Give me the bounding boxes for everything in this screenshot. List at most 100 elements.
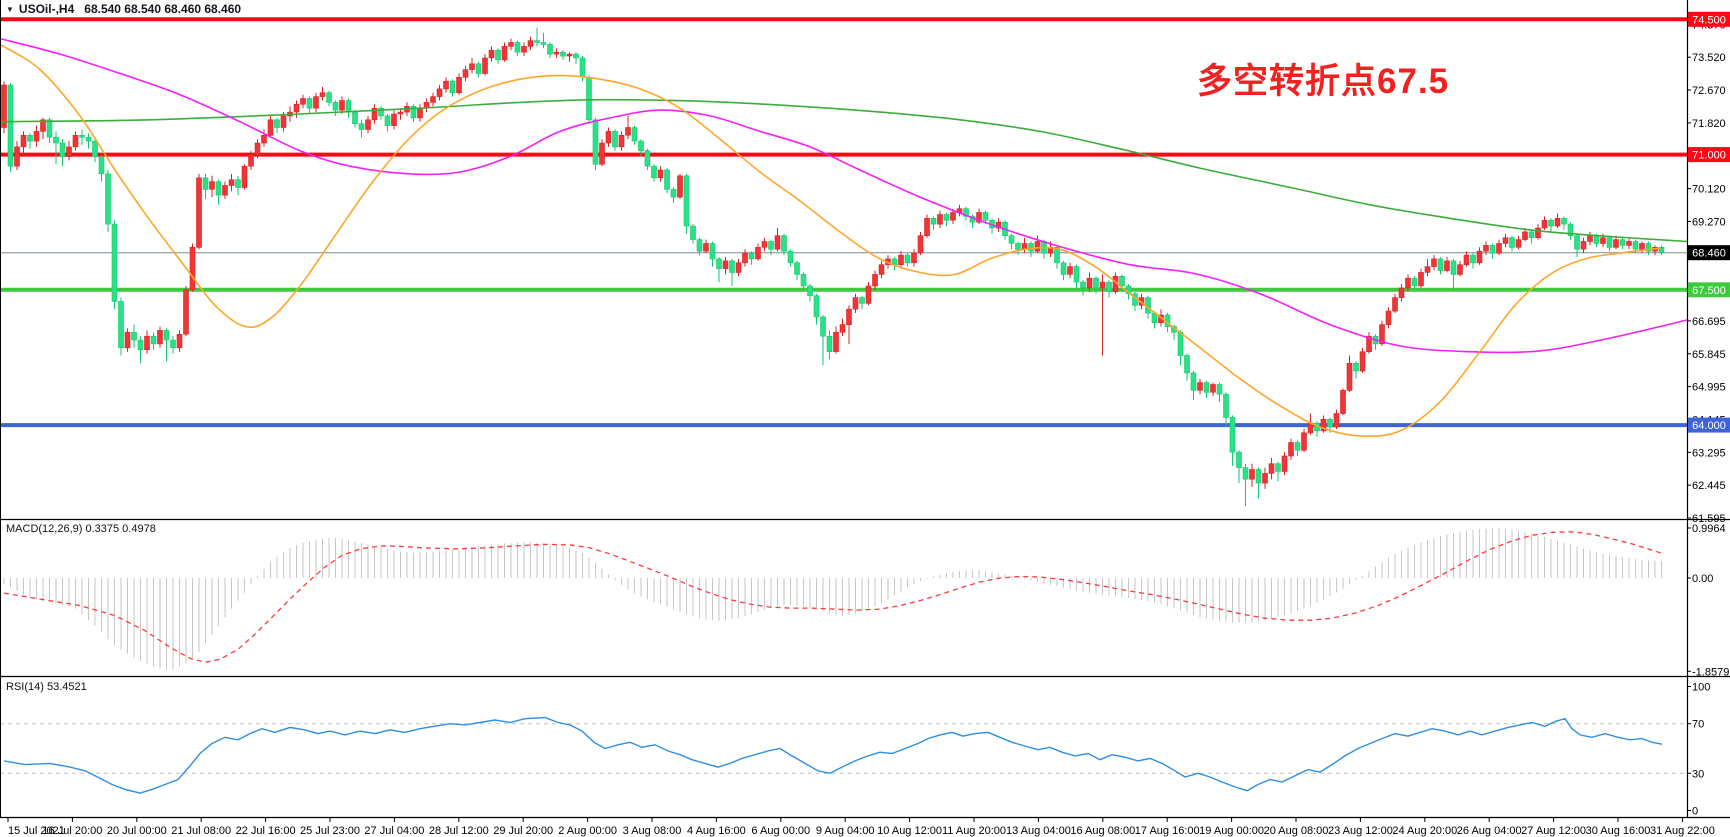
candle-body: [521, 46, 527, 53]
candle-body: [1580, 241, 1587, 250]
candle-body: [345, 100, 352, 113]
price-badge-label: 64.000: [1692, 420, 1726, 432]
candle-body: [1099, 281, 1106, 289]
time-axis-label: 17 Aug 16:00: [1135, 825, 1200, 837]
macd-indicator-label: MACD(12,26,9) 0.3375 0.4978: [6, 523, 156, 535]
candle-body: [1333, 413, 1340, 428]
candle-body: [781, 235, 787, 252]
candle-body: [358, 123, 365, 130]
candle-body: [735, 262, 742, 273]
candle-body: [1275, 463, 1281, 472]
candle-body: [462, 69, 469, 78]
price-axis[interactable]: 74.37073.52072.67071.82070.12069.27066.6…: [1687, 11, 1730, 818]
horizontal-level-lines[interactable]: [0, 17, 1687, 428]
rsi-tick-label: 0: [1692, 806, 1698, 818]
candle-body: [456, 77, 462, 94]
candle-body: [937, 214, 943, 225]
candle-body: [1262, 473, 1268, 484]
candle-body: [1210, 384, 1216, 393]
candle-body: [1418, 272, 1424, 287]
price-tick-label: 72.670: [1692, 85, 1726, 97]
price-badge-64.000: [1688, 417, 1730, 433]
chart-header: ▼ USOil-,H4 68.540 68.540 68.460 68.460: [6, 2, 241, 16]
candle-body: [1340, 389, 1346, 414]
candle-body: [1639, 243, 1645, 250]
candle-body: [1457, 264, 1463, 275]
candle-body: [677, 175, 683, 198]
candle-body: [657, 169, 664, 178]
price-tick-label: 65.845: [1692, 349, 1726, 361]
candle-body: [1106, 281, 1112, 293]
time-axis-label: 20 Jul 00:00: [107, 825, 167, 837]
candle-body: [1593, 235, 1600, 244]
candle-body: [391, 113, 397, 126]
candle-body: [163, 330, 170, 341]
candle-body: [761, 241, 768, 248]
candle-body: [1645, 243, 1652, 252]
price-badge-68.460: [1688, 245, 1730, 261]
candle-body: [1073, 266, 1080, 283]
price-tick-label: 66.695: [1692, 316, 1726, 328]
rsi-tick-label: 100: [1692, 682, 1710, 694]
time-axis-label: 16 Jul 20:00: [42, 825, 102, 837]
candle-body: [397, 111, 404, 115]
price-tick-label: 62.445: [1692, 480, 1726, 492]
candle-body: [339, 100, 345, 111]
price-badge-label: 74.500: [1692, 14, 1726, 26]
candle-body: [378, 107, 384, 117]
candle-body: [774, 235, 781, 250]
candle-body: [898, 254, 904, 266]
candle-body: [638, 140, 644, 152]
candle-body: [469, 63, 475, 70]
candle-body: [534, 40, 540, 43]
candle-body: [1229, 417, 1236, 453]
price-tick-label: 73.520: [1692, 52, 1726, 64]
candle-body: [566, 53, 573, 57]
time-axis-label: 24 Aug 20:00: [1392, 825, 1457, 837]
candle-body: [683, 175, 690, 227]
candle-body: [111, 223, 118, 302]
time-axis-label: 9 Aug 04:00: [816, 825, 875, 837]
candle-body: [235, 179, 241, 188]
candle-body: [1346, 362, 1353, 391]
candle-body: [1548, 220, 1554, 227]
macd-panel: [3, 528, 1662, 670]
candle-body: [1028, 243, 1034, 252]
candle-body: [1437, 258, 1444, 271]
rsi-line: [3, 716, 1663, 794]
candle-body: [1613, 239, 1619, 248]
candle-body: [1177, 331, 1184, 356]
candle-body: [625, 127, 631, 136]
candle-body: [189, 247, 196, 291]
candle-body: [410, 106, 417, 119]
candle-body: [248, 154, 254, 167]
time-axis-label: 15 Jul 2021: [8, 825, 65, 837]
candle-body: [267, 119, 274, 136]
candle-body: [943, 214, 950, 221]
time-axis-label: 25 Jul 23:00: [300, 825, 360, 837]
candle-body: [690, 225, 696, 240]
candle-body: [826, 335, 833, 353]
candle-body: [59, 142, 66, 157]
candle-body: [1359, 351, 1366, 372]
time-axis-label: 19 Aug 00:00: [1199, 825, 1264, 837]
candle-body: [1541, 220, 1548, 229]
candle-body: [872, 274, 878, 287]
collapse-triangle-icon[interactable]: ▼: [6, 4, 14, 14]
candle-body: [755, 247, 761, 260]
candle-body: [540, 42, 547, 45]
time-axis-label: 31 Aug 22:00: [1650, 825, 1715, 837]
candle-body: [1528, 231, 1535, 238]
candle-body: [963, 208, 969, 217]
price-tick-label: 63.295: [1692, 447, 1726, 459]
candle-body: [53, 136, 59, 144]
candle-body: [1086, 277, 1093, 289]
candle-body: [1398, 287, 1405, 298]
candle-body: [1431, 258, 1437, 267]
candle-body: [131, 331, 137, 341]
candle-body: [599, 142, 605, 165]
time-axis-label: 4 Aug 16:00: [687, 825, 746, 837]
